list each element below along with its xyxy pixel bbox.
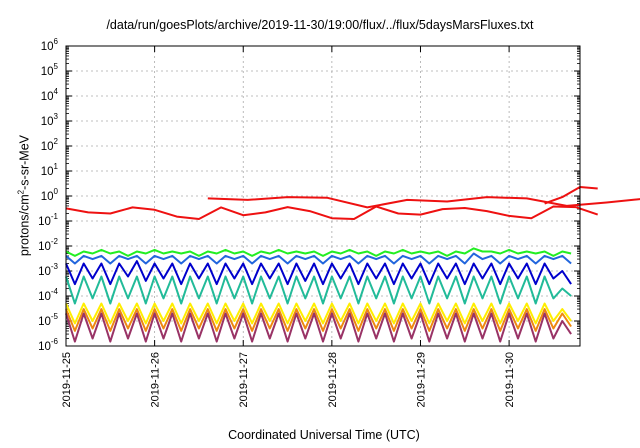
series-line	[65, 308, 572, 332]
y-tick-label: 105	[41, 62, 59, 78]
x-tick-label: 2019-11-30	[504, 352, 516, 407]
series-line	[65, 205, 599, 220]
series-line	[65, 275, 572, 305]
series-line	[65, 302, 572, 325]
y-tick-label: 100	[41, 187, 59, 203]
y-tick-label: 101	[41, 162, 59, 178]
y-tick-label: 106	[41, 37, 59, 53]
y-tick-label: 10-4	[38, 287, 58, 303]
series-line	[65, 260, 572, 286]
y-tick-label: 102	[41, 137, 59, 153]
plot-frame	[65, 45, 581, 347]
y-tick-label: 10-6	[38, 337, 58, 353]
y-tick-label: 103	[41, 112, 59, 128]
y-tick-label: 104	[41, 87, 59, 103]
x-axis-label: Coordinated Universal Time (UTC)	[228, 428, 420, 442]
x-tick-label: 2019-11-26	[150, 352, 162, 407]
y-tick-label: 10-5	[38, 312, 58, 328]
x-tick-label: 2019-11-28	[327, 352, 339, 407]
series-line	[65, 252, 572, 265]
series-line	[544, 186, 598, 205]
x-tick-label: 2019-11-27	[238, 352, 250, 407]
series-line	[207, 196, 640, 209]
chart-title: /data/run/goesPlots/archive/2019-11-30/1…	[106, 18, 534, 32]
y-tick-label: 10-1	[38, 212, 58, 228]
x-tick-label: 2019-11-25	[61, 352, 73, 407]
y-tick-label: 10-3	[38, 262, 58, 278]
series-line	[65, 312, 572, 343]
y-tick-label: 10-2	[38, 237, 58, 253]
series-line	[65, 247, 572, 257]
x-tick-label: 2019-11-29	[415, 352, 427, 407]
